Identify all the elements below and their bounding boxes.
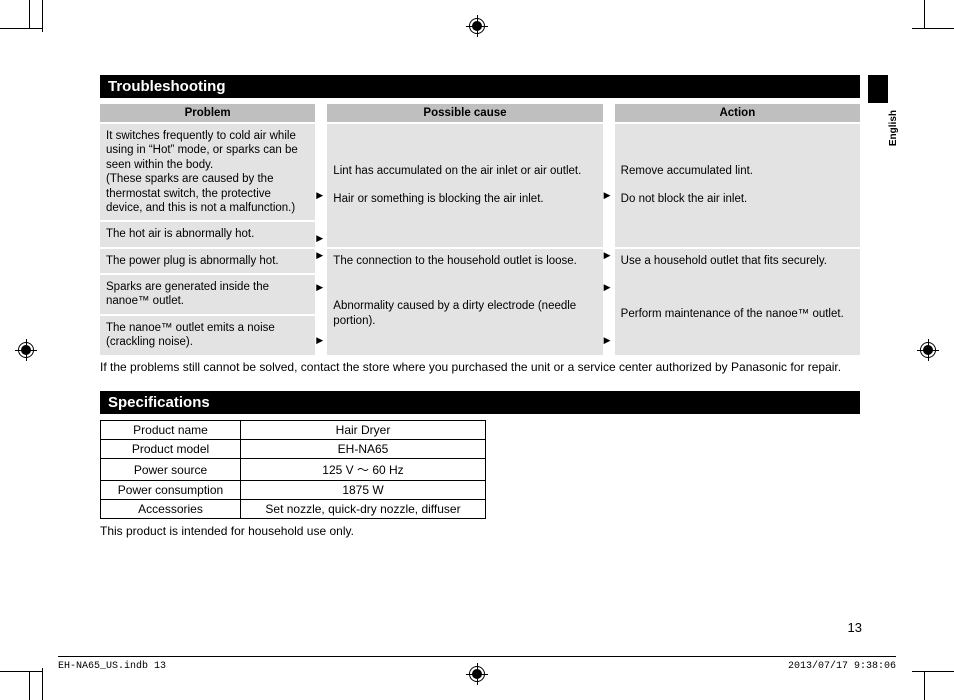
crop-mark — [0, 28, 42, 29]
action-line: Remove accumulated lint. — [621, 164, 854, 178]
section-title-troubleshooting: Troubleshooting — [100, 75, 860, 98]
spec-key: Power source — [101, 459, 241, 481]
table-row: Power consumption1875 W — [101, 481, 486, 500]
column-gap — [315, 104, 327, 122]
cell-cause: The connection to the household outlet i… — [327, 247, 602, 273]
spec-value: Set nozzle, quick-dry nozzle, diffuser — [241, 500, 486, 519]
cell-cause: Lint has accumulated on the air inlet or… — [327, 122, 602, 247]
spec-value: Hair Dryer — [241, 421, 486, 440]
cell-action: Use a household outlet that fits securel… — [615, 247, 860, 273]
specifications-note: This product is intended for household u… — [100, 524, 860, 540]
print-footer: EH-NA65_US.indb 13 2013/07/17 9:38:06 — [58, 656, 896, 672]
th-action: Action — [615, 104, 860, 122]
section-title-specifications: Specifications — [100, 391, 860, 414]
th-cause: Possible cause — [327, 104, 602, 122]
crop-mark — [924, 0, 954, 28]
table-row: Power source125 V 〜 60 Hz — [101, 459, 486, 481]
column-gap: ▶ ▶ — [315, 273, 327, 355]
column-gap — [603, 104, 615, 122]
spec-value: 125 V 〜 60 Hz — [241, 459, 486, 481]
crop-mark — [912, 28, 954, 29]
registration-mark-icon — [466, 15, 488, 37]
spec-key: Accessories — [101, 500, 241, 519]
crop-mark — [912, 671, 954, 672]
spec-value: EH-NA65 — [241, 440, 486, 459]
crop-mark — [0, 671, 42, 672]
language-tab — [868, 75, 888, 103]
crop-mark — [0, 672, 30, 700]
language-label: English — [888, 110, 899, 146]
crop-mark — [924, 672, 954, 700]
arrow-icon: ▶ — [604, 283, 611, 292]
crop-mark — [0, 0, 30, 28]
column-gap: ▶ ▶ — [315, 122, 327, 247]
table-row: Product nameHair Dryer — [101, 421, 486, 440]
arrow-icon: ▶ — [316, 336, 323, 345]
column-gap: ▶ — [315, 247, 327, 273]
cell-problem: It switches frequently to cold air while… — [100, 122, 315, 220]
cell-cause: Abnormality caused by a dirty electrode … — [327, 273, 602, 355]
cell-problem: The nanoe™ outlet emits a noise (crackli… — [100, 314, 315, 355]
page-content: Troubleshooting Problem Possible cause A… — [100, 75, 860, 540]
crop-mark — [42, 668, 43, 700]
th-problem: Problem — [100, 104, 315, 122]
arrow-icon: ▶ — [316, 251, 323, 260]
registration-mark-icon — [917, 339, 939, 361]
arrow-icon: ▶ — [316, 234, 323, 243]
spec-key: Product model — [101, 440, 241, 459]
footer-filename: EH-NA65_US.indb 13 — [58, 661, 166, 672]
cause-line: Lint has accumulated on the air inlet or… — [333, 164, 596, 178]
column-gap: ▶ — [603, 247, 615, 273]
cell-problem: The hot air is abnormally hot. — [100, 220, 315, 246]
column-gap: ▶ ▶ — [603, 273, 615, 355]
registration-mark-icon — [15, 339, 37, 361]
action-line: Do not block the air inlet. — [621, 192, 854, 206]
cell-action: Remove accumulated lint. Do not block th… — [615, 122, 860, 247]
table-row: AccessoriesSet nozzle, quick-dry nozzle,… — [101, 500, 486, 519]
arrow-icon: ▶ — [604, 251, 611, 260]
cell-problem: Sparks are generated inside the nanoe™ o… — [100, 273, 315, 314]
specifications-table: Product nameHair Dryer Product modelEH-N… — [100, 420, 486, 519]
spec-key: Product name — [101, 421, 241, 440]
table-row: Product modelEH-NA65 — [101, 440, 486, 459]
arrow-icon: ▶ — [604, 336, 611, 345]
troubleshooting-note: If the problems still cannot be solved, … — [100, 360, 860, 376]
cause-line: Hair or something is blocking the air in… — [333, 192, 596, 206]
arrow-icon: ▶ — [604, 191, 611, 200]
arrow-icon: ▶ — [316, 191, 323, 200]
spec-value: 1875 W — [241, 481, 486, 500]
column-gap: ▶ — [603, 122, 615, 247]
arrow-icon: ▶ — [316, 283, 323, 292]
page-number: 13 — [848, 620, 862, 635]
cell-problem: The power plug is abnormally hot. — [100, 247, 315, 273]
troubleshooting-table: Problem Possible cause Action It switche… — [100, 104, 860, 355]
spec-key: Power consumption — [101, 481, 241, 500]
cell-action: Perform maintenance of the nanoe™ outlet… — [615, 273, 860, 355]
footer-timestamp: 2013/07/17 9:38:06 — [788, 661, 896, 672]
crop-mark — [42, 0, 43, 32]
